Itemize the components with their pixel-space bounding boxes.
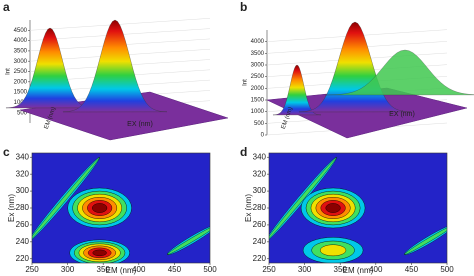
contours	[269, 157, 447, 263]
x-axis-label: EM (nm)	[106, 266, 137, 275]
contour-level	[92, 249, 107, 257]
y-tick-label: 300	[253, 186, 267, 195]
contour-level	[325, 203, 341, 213]
y-tick-label: 320	[253, 169, 267, 178]
z-tick-label: 1000	[14, 100, 28, 106]
y-tick-label: 300	[16, 186, 30, 195]
panel-label: a	[3, 0, 10, 14]
x-tick-label: 450	[168, 265, 182, 274]
x-tick-label: 250	[262, 265, 276, 274]
z-tick-label: 0	[261, 133, 265, 139]
y-tick-label: 260	[253, 220, 267, 229]
y-tick-label: 280	[16, 203, 30, 212]
x-tick-label: 350	[97, 265, 111, 274]
z-axis-label: Int	[6, 68, 12, 75]
y-axis-label: Ex (nm)	[244, 194, 253, 222]
y-tick-label: 320	[16, 169, 30, 178]
x-tick-label: 300	[61, 265, 75, 274]
z-tick-label: 500	[17, 110, 28, 116]
z-tick-label: 1500	[14, 90, 28, 96]
x-tick-label: 250	[25, 265, 39, 274]
surface-peak	[5, 27, 95, 109]
y-tick-label: 240	[16, 237, 30, 246]
scatter-streak	[269, 157, 337, 243]
y-tick-label: 220	[253, 254, 267, 263]
contour-level	[92, 203, 108, 213]
back-grid	[29, 18, 211, 31]
surface-peak	[62, 19, 168, 113]
z-tick-label: 2500	[14, 69, 28, 75]
y-tick-label: 340	[253, 152, 267, 161]
scatter-streak	[167, 224, 210, 255]
panel-label: c	[3, 145, 10, 159]
z-tick-label: 4000	[251, 39, 265, 45]
y-tick-label: 220	[16, 254, 30, 263]
z-tick-label: 4000	[14, 38, 28, 44]
z-tick-label: 1500	[251, 98, 265, 104]
z-tick-label: 500	[254, 121, 265, 127]
scatter-streak	[404, 224, 447, 255]
z-tick-label: 2000	[251, 86, 265, 92]
y-axis-label: Ex (nm)	[7, 194, 16, 222]
x-tick-label: 450	[405, 265, 419, 274]
z-tick-label: 3500	[14, 48, 28, 54]
x-axis-label: EM (nm)	[343, 266, 374, 275]
x-tick-label: 350	[334, 265, 348, 274]
y-tick-label: 260	[16, 220, 30, 229]
y-tick-label: 240	[253, 237, 267, 246]
z-axis-label: Int	[243, 79, 249, 86]
panel-label: d	[240, 145, 247, 159]
z-tick-label: 4500	[14, 28, 28, 34]
z-tick-label: 3500	[251, 51, 265, 57]
x-axis-label: EX (nm)	[389, 111, 415, 118]
panel-label: b	[240, 0, 247, 14]
z-tick-label: 1000	[251, 109, 265, 115]
contours	[32, 157, 210, 263]
y-tick-label: 340	[16, 152, 30, 161]
surface-peak	[324, 49, 474, 96]
x-tick-label: 500	[203, 265, 217, 274]
x-tick-label: 400	[132, 265, 146, 274]
x-axis-label: EX (nm)	[127, 121, 153, 128]
x-tick-label: 300	[298, 265, 312, 274]
z-tick-label: 2500	[251, 74, 265, 80]
surface-peak	[272, 64, 322, 116]
x-tick-label: 500	[440, 265, 454, 274]
z-tick-label: 2000	[14, 79, 28, 85]
contour-level	[320, 244, 347, 257]
scatter-streak	[32, 157, 100, 243]
y-tick-label: 280	[253, 203, 267, 212]
z-tick-label: 3000	[14, 59, 28, 65]
x-tick-label: 400	[369, 265, 383, 274]
z-tick-label: 3000	[251, 63, 265, 69]
surface-peak	[298, 21, 412, 113]
